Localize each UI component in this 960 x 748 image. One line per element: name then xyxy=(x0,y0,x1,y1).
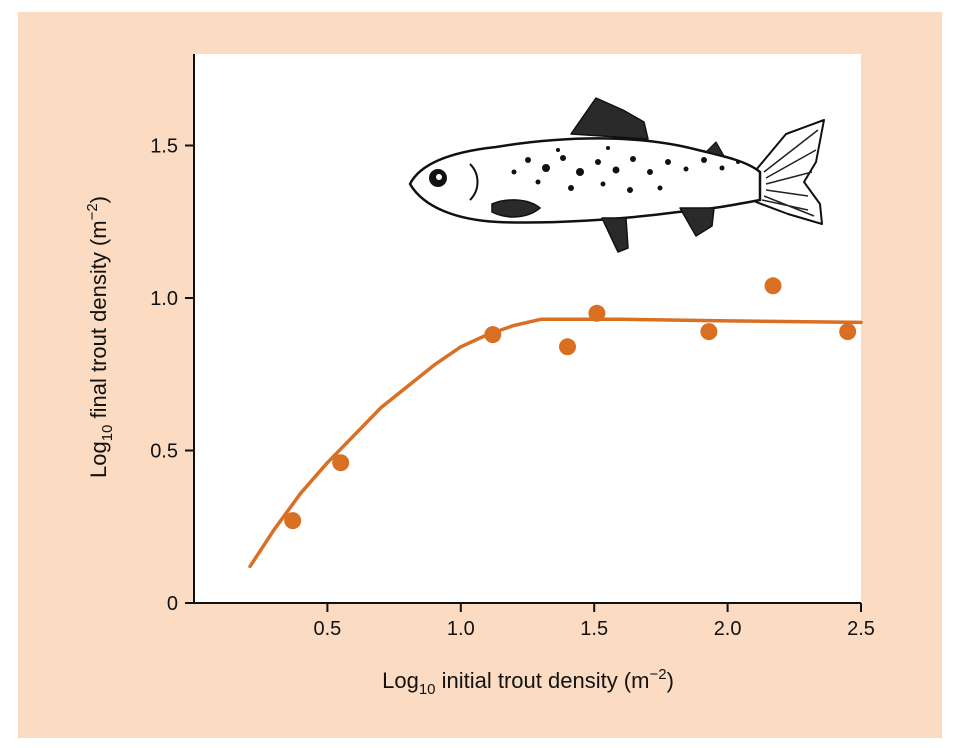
y-axis-label-text: final trout density (m xyxy=(86,220,111,424)
x-tick-label: 2.5 xyxy=(847,618,875,640)
trout-fish-icon xyxy=(408,97,825,253)
x-axis-label-text: initial trout density (m xyxy=(436,668,650,693)
x-axis-label-exp: −2 xyxy=(649,666,666,683)
y-axis-label-exp: −2 xyxy=(84,203,101,220)
data-point xyxy=(284,512,302,530)
data-point xyxy=(839,323,857,341)
y-tick-label: 0.5 xyxy=(150,441,178,463)
y-axis-label-sub: 10 xyxy=(99,425,116,442)
x-ticks: 0.5 1.0 1.5 2.0 2.5 xyxy=(313,603,875,640)
y-tick-label: 1.5 xyxy=(150,136,178,158)
x-axis-label-base: Log xyxy=(382,668,419,693)
chart-svg: 0.5 1.0 1.5 2.0 2.5 00.51.01.5 Log10 initial… xyxy=(84,54,875,698)
data-point xyxy=(332,454,350,472)
figure-panel: 0.5 1.0 1.5 2.0 2.5 0 0.5 1.0 1.5 Log10 initial… xyxy=(18,12,942,738)
y-ticks: 0 0.5 1.0 1.5 xyxy=(150,136,194,615)
x-tick-label: 1.0 xyxy=(447,618,475,640)
scatter-points-layer xyxy=(284,277,857,530)
y-axis-label-base: Log xyxy=(86,441,111,478)
x-axis-label-close: ) xyxy=(667,668,674,693)
y-axis-label: Log10 final trout density (m−2) xyxy=(84,196,116,478)
y-tick-label: 1.0 xyxy=(150,288,178,310)
data-point xyxy=(764,277,782,295)
x-tick-label: 1.5 xyxy=(580,618,608,640)
data-point xyxy=(700,323,718,341)
x-tick-label: 0.5 xyxy=(313,618,341,640)
data-point xyxy=(588,304,606,322)
x-tick-label: 2.0 xyxy=(714,618,742,640)
y-tick-label: 0 xyxy=(167,593,178,615)
data-point xyxy=(484,326,502,344)
data-point xyxy=(559,338,576,356)
y-axis-label-close: ) xyxy=(86,196,111,203)
x-axis-label: Log10 initial trout density (m−2) xyxy=(382,666,674,698)
x-axis-label-sub: 10 xyxy=(419,681,436,698)
